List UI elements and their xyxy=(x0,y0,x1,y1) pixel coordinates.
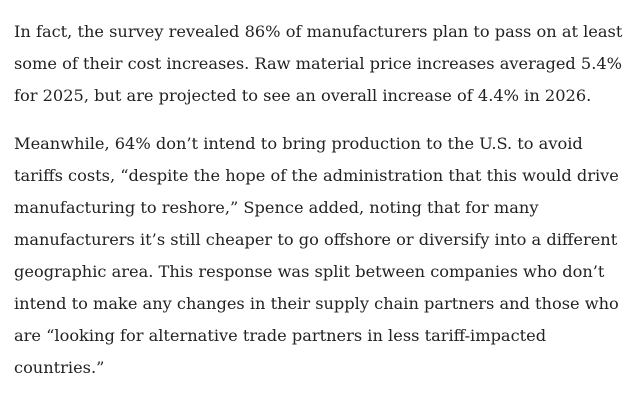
paragraph-survey-results: In fact, the survey revealed 86% of manu… xyxy=(14,16,642,112)
text-line: manufacturing to reshore,” Spence added,… xyxy=(14,198,539,217)
text-line: tariffs costs, “despite the hope of the … xyxy=(14,166,619,185)
text-line: manufacturers it’s still cheaper to go o… xyxy=(14,230,618,249)
text-line: In fact, the survey revealed 86% of manu… xyxy=(14,22,623,41)
text-line: for 2025, but are projected to see an ov… xyxy=(14,86,592,105)
text-line: intend to make any changes in their supp… xyxy=(14,294,619,313)
text-line: countries.” xyxy=(14,358,105,377)
paragraph-reshoring: Meanwhile, 64% don’t intend to bring pro… xyxy=(14,128,642,384)
text-line: geographic area. This response was split… xyxy=(14,262,605,281)
text-line: are “looking for alternative trade partn… xyxy=(14,326,547,345)
text-line: Meanwhile, 64% don’t intend to bring pro… xyxy=(14,134,583,153)
text-line: some of their cost increases. Raw materi… xyxy=(14,54,623,73)
